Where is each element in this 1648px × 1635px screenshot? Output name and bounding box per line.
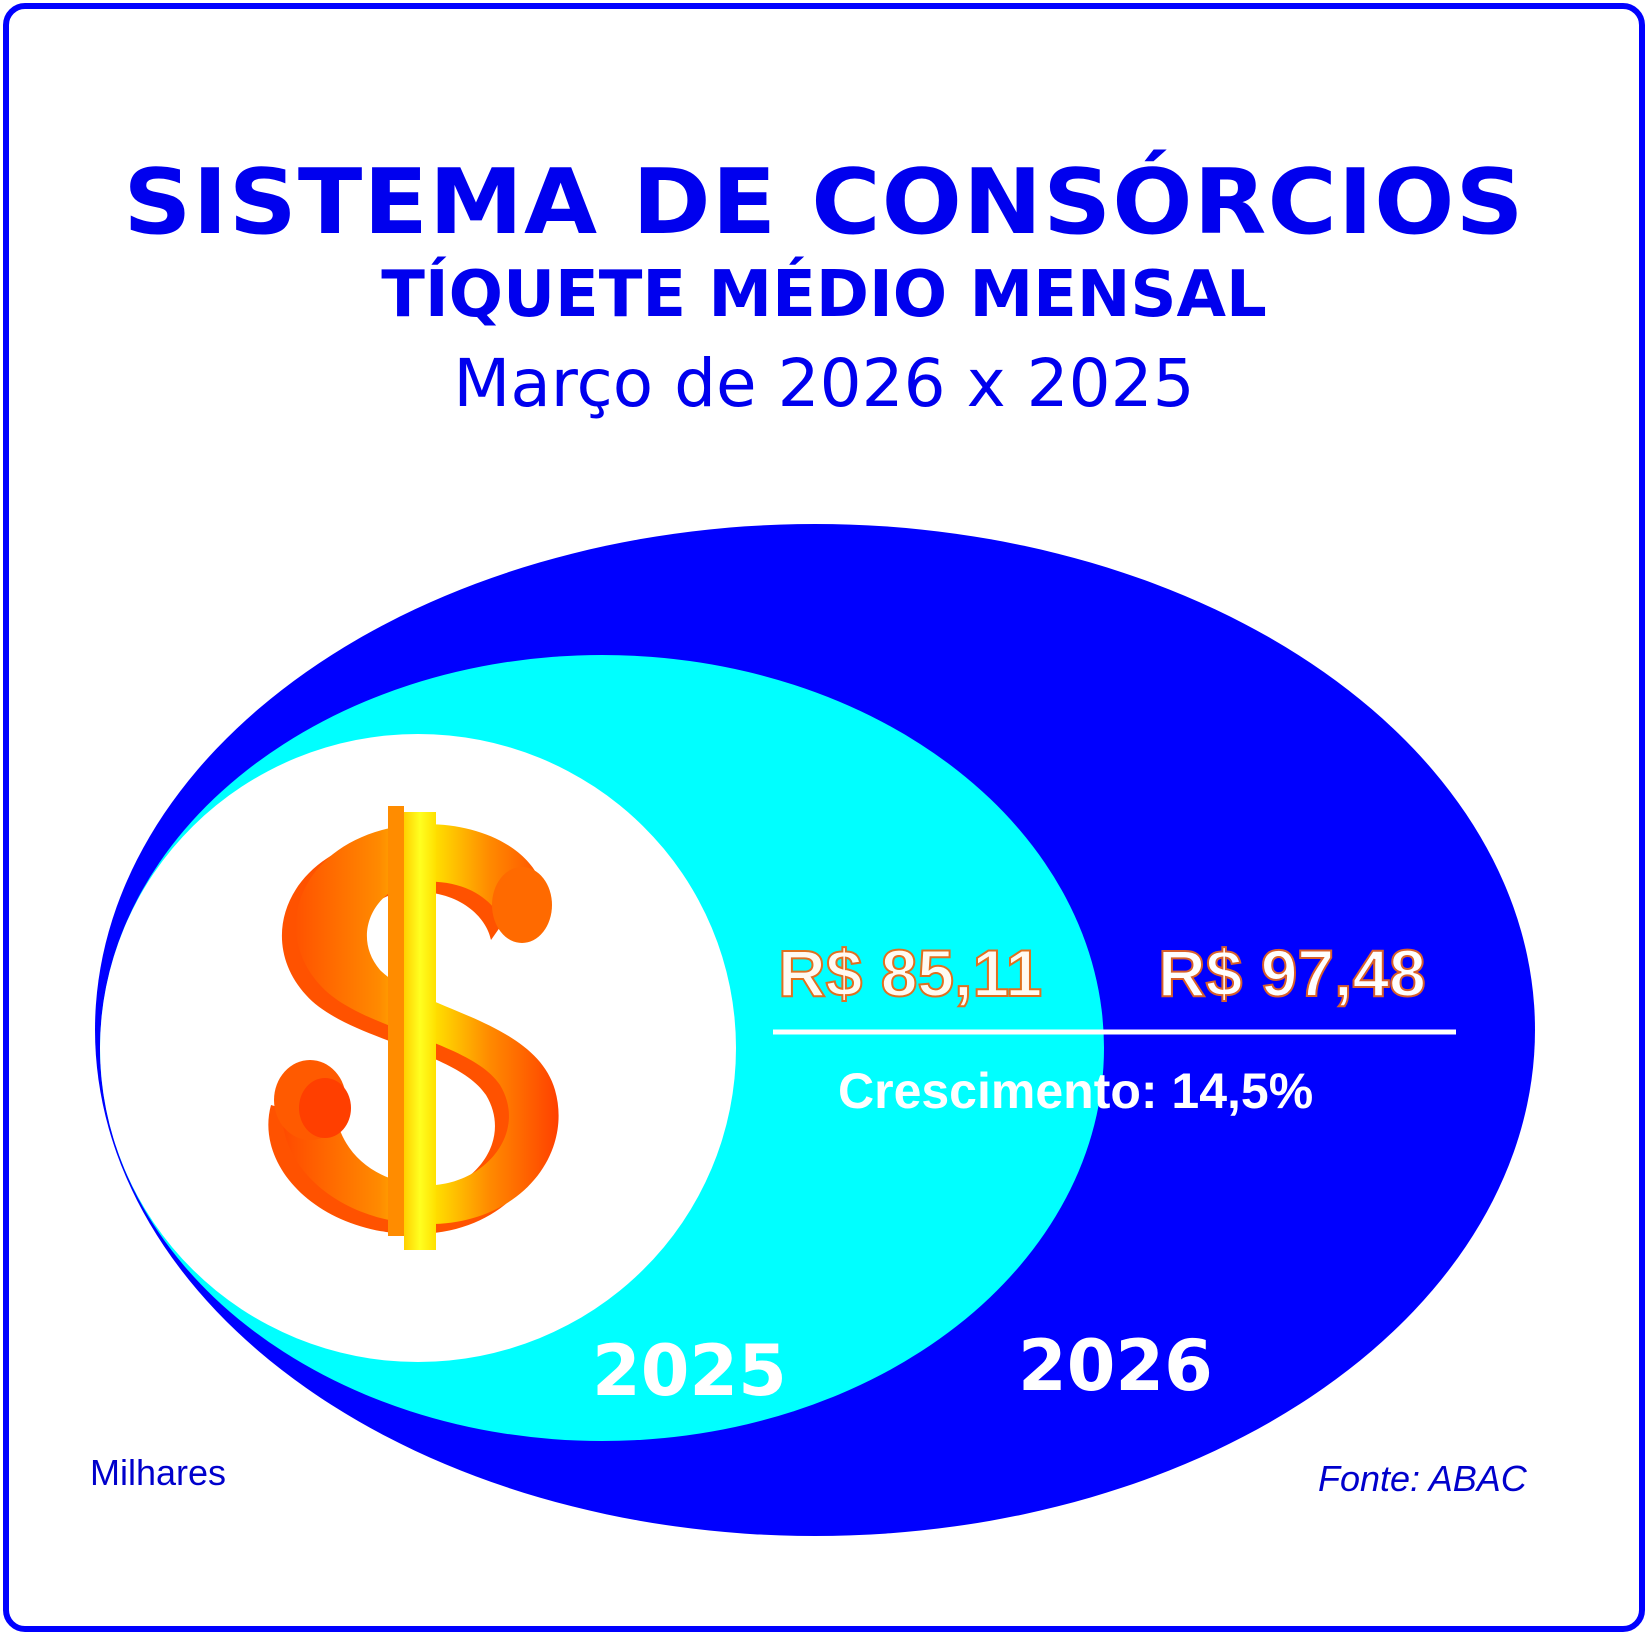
growth-label: Crescimento: 14,5% <box>838 1063 1314 1119</box>
chart-title: SISTEMA DE CONSÓRCIOS <box>123 150 1525 255</box>
value-2026: R$ 97,48 <box>1157 935 1427 1011</box>
source-note: Fonte: ABAC <box>1318 1458 1527 1499</box>
chart-period: Março de 2026 x 2025 <box>453 345 1195 422</box>
year-label-2025: 2025 <box>592 1330 787 1412</box>
year-label-2026: 2026 <box>1018 1325 1213 1407</box>
value-2025: R$ 85,11 <box>777 935 1043 1011</box>
chart-subtitle: TÍQUETE MÉDIO MENSAL <box>381 258 1267 332</box>
unit-note: Milhares <box>90 1452 227 1493</box>
outer-frame <box>3 3 1645 1632</box>
dollar-sign-icon <box>268 806 559 1250</box>
